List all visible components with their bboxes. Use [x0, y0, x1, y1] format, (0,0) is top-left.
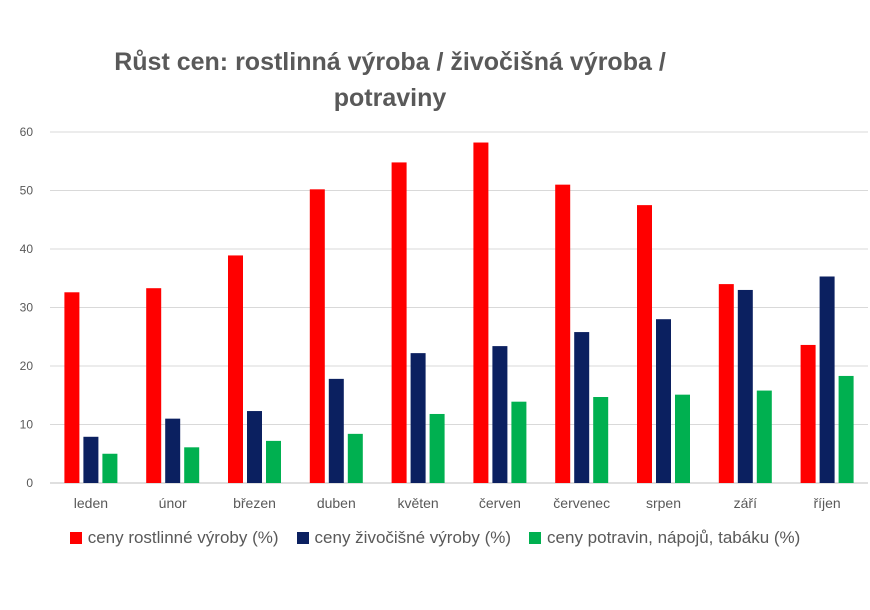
bar — [410, 353, 426, 483]
bar — [819, 276, 835, 483]
bar — [328, 378, 344, 483]
x-tick-label: červen — [479, 495, 521, 511]
x-tick-label: květen — [397, 495, 438, 511]
bar — [228, 255, 243, 483]
bar — [347, 433, 363, 483]
x-tick-label: duben — [317, 495, 356, 511]
bar — [146, 288, 162, 483]
chart-legend: ceny rostlinné výroby (%) ceny živočišné … — [0, 528, 870, 548]
bar — [309, 189, 325, 483]
bar — [800, 344, 816, 483]
legend-item: ceny rostlinné výroby (%) — [69, 528, 279, 548]
x-tick-label: červenec — [553, 495, 610, 511]
legend-swatch — [69, 532, 82, 544]
bar — [492, 346, 508, 483]
y-tick-label: 50 — [20, 184, 34, 198]
bar — [473, 142, 489, 483]
bar — [555, 184, 571, 483]
bar — [718, 284, 734, 483]
bar — [429, 413, 445, 483]
legend-label: ceny potravin, nápojů, tabáku (%) — [547, 528, 801, 547]
chart-title-line2: potraviny — [333, 84, 447, 112]
x-tick-label: leden — [74, 495, 108, 511]
legend-label: ceny živočišné výroby (%) — [314, 528, 512, 547]
bar — [737, 289, 753, 483]
chart-title: Růst cen: rostlinná výroba / živočišná v… — [40, 44, 740, 116]
bar — [756, 390, 772, 483]
y-tick-label: 40 — [20, 242, 34, 256]
bar — [184, 447, 200, 483]
x-tick-label: srpen — [646, 495, 681, 511]
legend-item: ceny živočišné výroby (%) — [296, 528, 512, 548]
x-tick-label: září — [734, 495, 757, 511]
bar — [83, 436, 99, 483]
bar — [574, 332, 590, 483]
y-tick-label: 60 — [20, 125, 34, 139]
bar — [64, 292, 80, 483]
bar — [593, 397, 609, 483]
y-tick-label: 30 — [20, 301, 34, 315]
bar — [165, 418, 181, 483]
x-tick-label: říjen — [813, 495, 840, 511]
x-tick-label: únor — [159, 495, 187, 511]
bar — [102, 453, 118, 483]
y-tick-label: 10 — [20, 418, 34, 432]
chart-title-line1: Růst cen: rostlinná výroba / živočišná v… — [114, 48, 666, 76]
legend-item: ceny potravin, nápojů, tabáku (%) — [529, 528, 800, 548]
legend-swatch — [296, 532, 309, 544]
bar — [838, 375, 854, 483]
bar — [391, 162, 407, 484]
legend-label: ceny rostlinné výroby (%) — [87, 528, 279, 547]
bar — [656, 319, 671, 483]
bar — [675, 394, 690, 483]
y-tick-label: 0 — [26, 476, 33, 490]
x-tick-label: březen — [233, 495, 276, 511]
bar — [637, 205, 652, 483]
bar — [247, 411, 262, 483]
y-tick-label: 20 — [20, 359, 34, 373]
bar — [266, 440, 281, 483]
bar — [511, 401, 527, 483]
legend-swatch — [529, 532, 542, 544]
